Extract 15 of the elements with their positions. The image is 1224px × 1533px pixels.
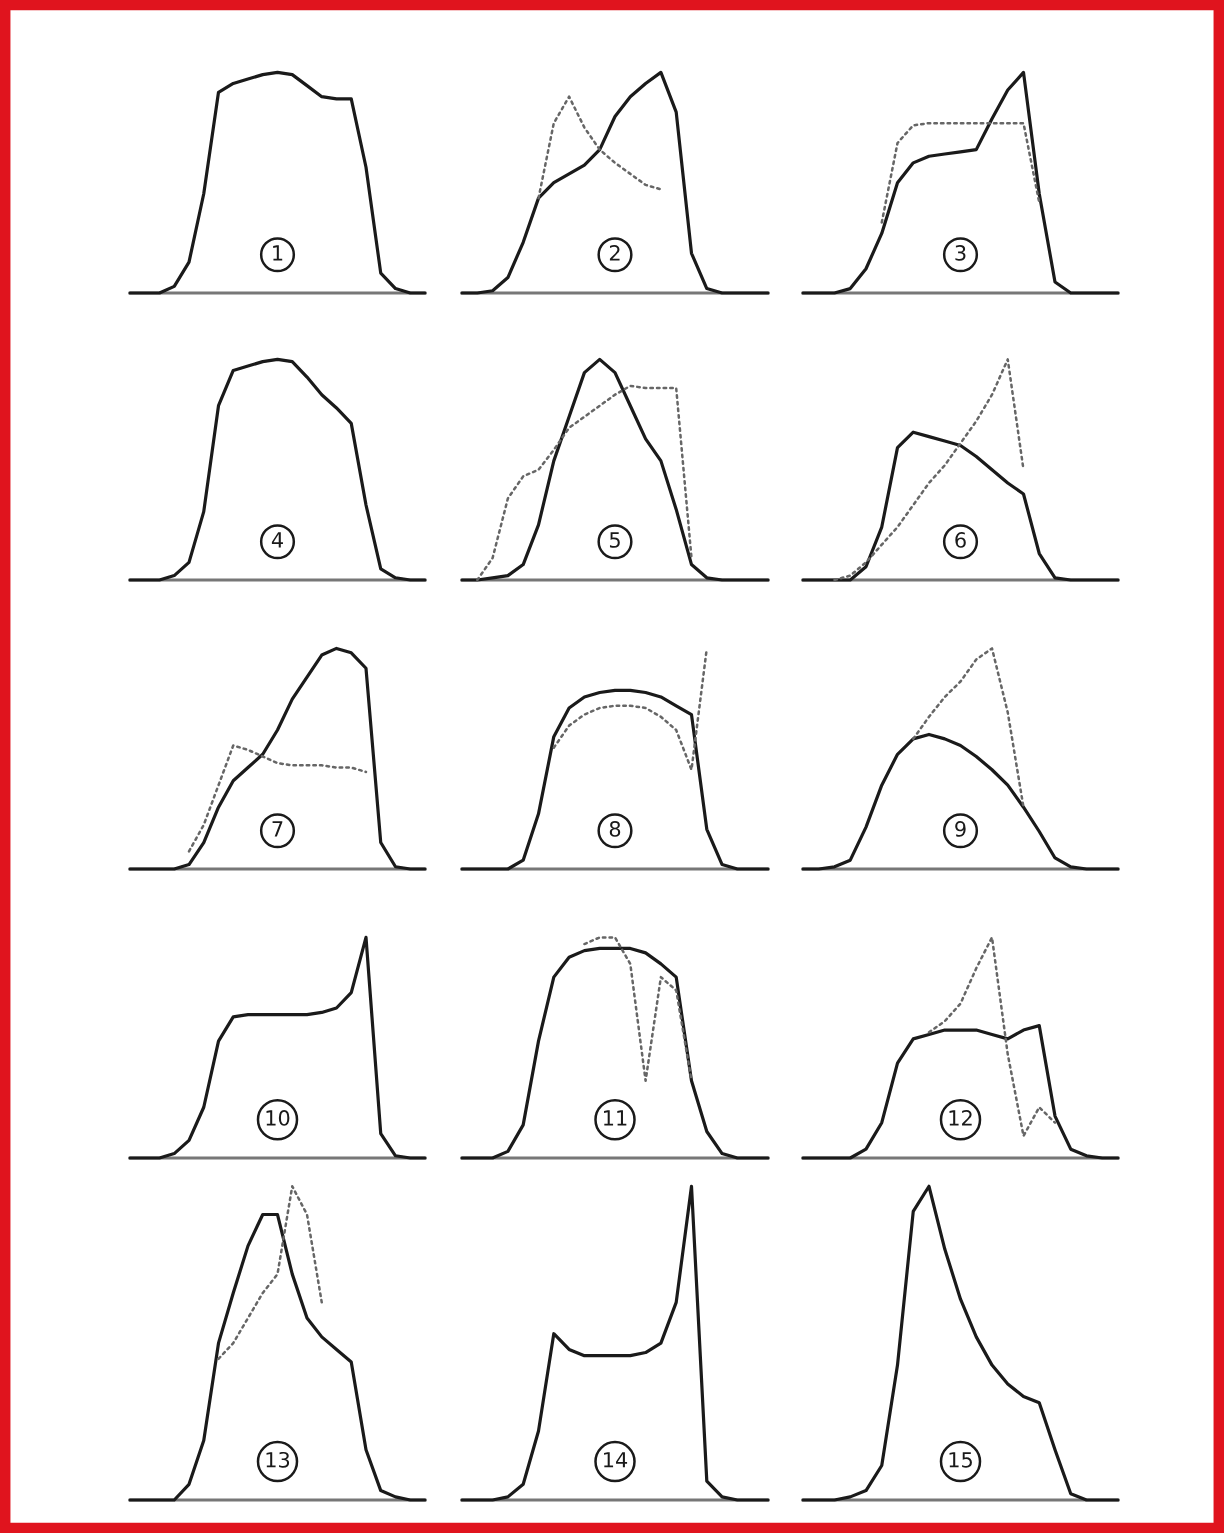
text: 12 <box>949 1110 972 1126</box>
text: 1 <box>273 245 283 261</box>
text: 2 <box>609 245 620 261</box>
text: 5 <box>609 532 620 548</box>
text: 11 <box>604 1110 627 1126</box>
text: 10 <box>266 1110 290 1126</box>
text: 4 <box>271 532 283 548</box>
text: 3 <box>955 245 966 261</box>
text: 7 <box>272 821 283 837</box>
text: 9 <box>955 821 966 837</box>
text: 14 <box>604 1452 628 1468</box>
text: 8 <box>609 821 621 837</box>
text: 15 <box>949 1452 972 1468</box>
text: 6 <box>955 532 966 548</box>
text: 13 <box>266 1451 290 1468</box>
